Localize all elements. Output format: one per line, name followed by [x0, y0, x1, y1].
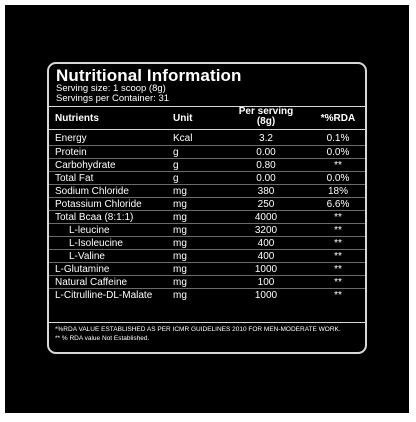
nutrient-per-serving: 100 — [257, 277, 275, 288]
nutrient-per-serving: 0.00 — [256, 147, 276, 158]
nutrient-rda: ** — [334, 264, 342, 275]
nutrient-name: L-Isoleucine — [69, 238, 123, 249]
panel-title: Nutritional Information — [56, 66, 242, 85]
nutrient-rda: ** — [334, 212, 342, 223]
nutrient-name: Total Bcaa (8:1:1) — [55, 212, 134, 223]
nutrient-rda: ** — [334, 238, 342, 249]
nutrient-per-serving: 1000 — [254, 290, 278, 301]
nutrient-unit: mg — [173, 199, 187, 210]
nutrient-name: L-leucine — [69, 225, 110, 236]
nutrient-rda: ** — [334, 225, 342, 236]
header-per-serving: Per serving (8g) — [226, 107, 306, 127]
nutrient-per-serving: 400 — [257, 238, 275, 249]
footnote-not-established: ** % RDA value Not Established. — [55, 335, 150, 342]
nutrient-unit: Kcal — [173, 133, 193, 144]
footnote-rda: *%RDA VALUE ESTABLISHED AS PER ICMR GUID… — [55, 326, 341, 333]
nutrient-unit: mg — [173, 186, 187, 197]
nutrient-per-serving: 0.00 — [256, 173, 276, 184]
nutrient-rda: 6.6% — [326, 199, 350, 210]
table-header: Nutrients Unit Per serving (8g) *%RDA — [49, 106, 365, 130]
nutrient-table: Energy Kcal 3.2 0.1% Protein g 0.00 0.0% Carbohy… — [49, 132, 365, 301]
nutrient-rda: 0.1% — [326, 133, 350, 144]
nutrient-name: Total Fat — [55, 173, 94, 184]
nutrient-rda: ** — [334, 251, 342, 262]
nutrient-rda: 18% — [327, 186, 348, 197]
serving-size: Serving size: 1 scoop (8g) — [56, 83, 166, 94]
nutrient-per-serving: 400 — [257, 251, 275, 262]
table-row: Energy Kcal 3.2 0.1% — [49, 132, 365, 145]
table-row: Protein g 0.00 0.0% — [49, 145, 365, 158]
nutrient-per-serving: 0.80 — [256, 160, 276, 171]
nutrient-name: L-Citrulline-DL-Malate — [55, 290, 153, 301]
nutrient-name: Protein — [55, 147, 87, 158]
table-row: Natural Caffeine mg 100 ** — [49, 275, 365, 288]
nutrient-unit: mg — [173, 251, 187, 262]
table-row: L-Isoleucine mg 400 ** — [49, 236, 365, 249]
table-row: Total Fat g 0.00 0.0% — [49, 171, 365, 184]
table-row: L-Valine mg 400 ** — [49, 249, 365, 262]
nutrient-per-serving: 4000 — [254, 212, 278, 223]
servings-per-container: Servings per Container: 31 — [56, 93, 170, 104]
nutrient-unit: mg — [173, 212, 187, 223]
nutrient-unit: mg — [173, 264, 187, 275]
nutrient-unit: mg — [173, 238, 187, 249]
nutrient-rda: ** — [334, 290, 342, 301]
nutrient-unit: mg — [173, 225, 187, 236]
header-per-serving-line1: Per serving — [238, 106, 294, 117]
nutrient-unit: mg — [173, 277, 187, 288]
table-row: Potassium Chloride mg 250 6.6% — [49, 197, 365, 210]
table-row: L-leucine mg 3200 ** — [49, 223, 365, 236]
nutrient-rda: ** — [334, 277, 342, 288]
nutrient-unit: g — [173, 147, 179, 158]
nutrient-per-serving: 250 — [257, 199, 275, 210]
nutrient-rda: 0.0% — [326, 147, 350, 158]
nutrient-name: Natural Caffeine — [55, 277, 128, 288]
nutrient-name: L-Valine — [69, 251, 105, 262]
nutrient-per-serving: 3200 — [254, 225, 278, 236]
nutrient-rda: ** — [334, 160, 342, 171]
nutrient-name: Carbohydrate — [55, 160, 116, 171]
table-row: Carbohydrate g 0.80 ** — [49, 158, 365, 171]
nutrient-rda: 0.0% — [326, 173, 350, 184]
nutrient-name: L-Glutamine — [55, 264, 110, 275]
table-row: L-Citrulline-DL-Malate mg 1000 ** — [49, 288, 365, 301]
nutrient-unit: mg — [173, 290, 187, 301]
table-row: Sodium Chloride mg 380 18% — [49, 184, 365, 197]
table-row: Total Bcaa (8:1:1) mg 4000 ** — [49, 210, 365, 223]
nutrition-panel: Nutritional Information Serving size: 1 … — [47, 62, 367, 354]
header-per-serving-line2: (8g) — [256, 116, 276, 127]
footnotes: *%RDA VALUE ESTABLISHED AS PER ICMR GUID… — [49, 322, 365, 342]
header-rda: *%RDA — [320, 113, 356, 124]
nutrient-per-serving: 1000 — [254, 264, 278, 275]
nutrient-name: Potassium Chloride — [55, 199, 142, 210]
nutrient-unit: g — [173, 160, 179, 171]
nutrient-name: Energy — [55, 133, 87, 144]
nutrient-name: Sodium Chloride — [55, 186, 129, 197]
nutrient-per-serving: 380 — [257, 186, 275, 197]
nutrient-unit: g — [173, 173, 179, 184]
header-nutrients: Nutrients — [55, 113, 99, 124]
table-row: L-Glutamine mg 1000 ** — [49, 262, 365, 275]
nutrient-per-serving: 3.2 — [259, 133, 273, 144]
header-unit: Unit — [173, 113, 193, 124]
